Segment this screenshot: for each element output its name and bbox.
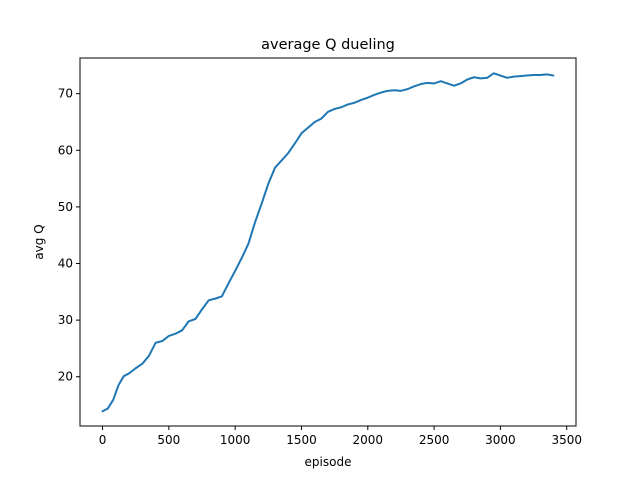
x-tick-label: 500 bbox=[157, 433, 180, 447]
y-tick-label: 20 bbox=[58, 370, 73, 384]
y-tick-label: 40 bbox=[58, 257, 73, 271]
y-tick-label: 60 bbox=[58, 143, 73, 157]
x-tick-label: 3000 bbox=[485, 433, 516, 447]
x-tick-label: 2000 bbox=[353, 433, 384, 447]
chart-title: average Q dueling bbox=[261, 37, 395, 53]
x-tick-label: 3500 bbox=[551, 433, 582, 447]
x-axis-label: episode bbox=[305, 455, 352, 469]
y-tick-label: 30 bbox=[58, 313, 73, 327]
plot-area bbox=[79, 57, 577, 427]
plot-frame bbox=[79, 57, 577, 427]
x-tick-label: 0 bbox=[99, 433, 107, 447]
y-tick-label: 50 bbox=[58, 200, 73, 214]
series-line-0 bbox=[101, 72, 555, 413]
x-tick-label: 1000 bbox=[220, 433, 251, 447]
y-tick-label: 70 bbox=[58, 87, 73, 101]
x-tick-label: 1500 bbox=[286, 433, 317, 447]
y-axis-label: avg Q bbox=[32, 224, 46, 259]
x-tick-label: 2500 bbox=[419, 433, 450, 447]
y-axis-ticks: 20 30 40 50 60 70 bbox=[58, 87, 80, 384]
x-axis-ticks: 0 500 1000 1500 2000 2500 3000 3500 bbox=[99, 426, 582, 447]
